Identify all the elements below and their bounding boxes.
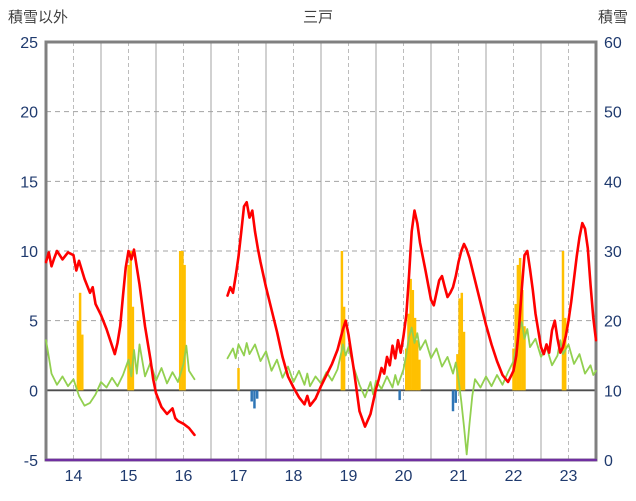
left-axis-tick: 20 — [20, 105, 38, 122]
blue-bars — [255, 390, 259, 399]
orange-bars — [78, 292, 82, 391]
left-axis-tick: 5 — [29, 314, 38, 331]
orange-bars — [563, 317, 567, 391]
left-axis-tick: 15 — [20, 174, 38, 191]
red-line — [226, 200, 598, 428]
green-line — [226, 321, 597, 456]
orange-bars — [413, 317, 417, 391]
x-axis-tick: 16 — [175, 468, 193, 485]
left-axis-tick: -5 — [24, 453, 38, 470]
orange-bars — [178, 251, 182, 391]
right-axis-tick: 20 — [604, 314, 622, 331]
x-axis-tick: 17 — [230, 468, 248, 485]
orange-bars — [462, 331, 466, 391]
x-axis-tick: 23 — [560, 468, 578, 485]
orange-bars — [458, 298, 461, 391]
left-axis-title: 積雪以外 — [8, 9, 69, 26]
left-axis-tick: 25 — [20, 35, 38, 52]
chart-title: 三戸 — [302, 9, 333, 26]
right-axis-tick: 60 — [604, 35, 622, 52]
x-axis-tick: 14 — [65, 468, 83, 485]
blue-bars — [451, 390, 455, 412]
x-axis-tick: 20 — [395, 468, 413, 485]
blue-bars — [454, 390, 457, 403]
right-axis-title: 積雪 — [597, 9, 628, 26]
left-axis-tick: 10 — [20, 244, 38, 261]
blue-bars — [253, 390, 256, 409]
orange-bars — [416, 340, 419, 391]
right-axis-tick: 10 — [604, 383, 622, 400]
red-line — [44, 248, 196, 437]
x-axis-tick: 18 — [285, 468, 303, 485]
green-line — [45, 339, 196, 407]
orange-bars — [405, 348, 408, 391]
orange-bars — [521, 290, 524, 391]
orange-bars — [131, 306, 135, 391]
orange-bars — [460, 292, 464, 391]
orange-bars — [523, 326, 526, 391]
orange-bars — [129, 251, 132, 391]
x-axis-tick: 21 — [450, 468, 468, 485]
right-axis-tick: 50 — [604, 105, 622, 122]
blue-bars — [250, 390, 253, 402]
orange-bars — [81, 334, 84, 391]
orange-bars — [127, 264, 130, 391]
x-axis-tick: 19 — [340, 468, 358, 485]
x-axis-tick: 22 — [505, 468, 523, 485]
orange-bars — [561, 251, 565, 391]
orange-bars — [407, 313, 410, 391]
right-axis-tick: 0 — [604, 453, 613, 470]
left-axis-tick: 0 — [29, 383, 38, 400]
orange-bars — [181, 251, 184, 391]
orange-bars — [76, 320, 80, 391]
orange-bars — [411, 290, 415, 391]
orange-bars — [183, 264, 186, 391]
x-axis-tick: 15 — [120, 468, 138, 485]
orange-bars — [418, 359, 421, 391]
orange-bars — [237, 368, 240, 391]
right-axis-tick: 30 — [604, 244, 622, 261]
blue-bars — [398, 390, 401, 401]
right-axis-tick: 40 — [604, 174, 622, 191]
orange-bars — [340, 251, 344, 391]
